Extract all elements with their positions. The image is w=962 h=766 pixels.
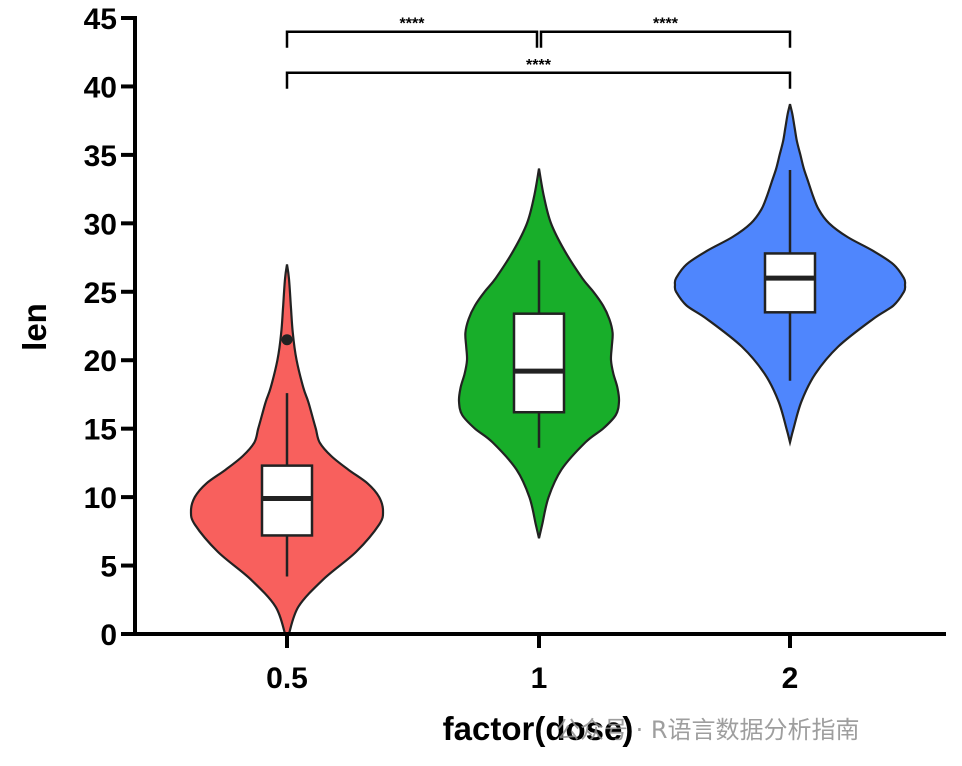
x-axis-ticks: 0.5 1 2: [266, 634, 798, 695]
significance-label: ****: [526, 57, 552, 74]
y-axis-title: len: [16, 303, 53, 351]
watermark-text: 公众号 · R语言数据分析指南: [556, 716, 860, 744]
x-axis-title: factor(dose): [443, 710, 634, 747]
y-tick-label: 5: [100, 551, 117, 584]
y-tick-label: 0: [100, 619, 117, 652]
violins-layer: [189, 103, 907, 636]
y-tick-label: 10: [84, 482, 117, 515]
significance-label: ****: [400, 16, 426, 33]
box-2: [763, 252, 817, 314]
y-tick-label: 30: [84, 208, 117, 241]
y-tick-label: 40: [84, 71, 117, 104]
outlier-point-0.5: [281, 334, 293, 346]
y-tick-label: 20: [84, 345, 117, 378]
x-tick-label: 1: [531, 662, 548, 695]
y-axis-ticks: 0 5 10 15 20 25 30 35 40 45: [84, 3, 135, 652]
significance-bracket: [539, 30, 792, 48]
significance-label: ****: [653, 16, 679, 33]
box-1: [512, 312, 566, 414]
significance-brackets: **** **** ****: [285, 16, 792, 89]
x-tick-label: 2: [782, 662, 799, 695]
y-tick-label: 25: [84, 277, 117, 310]
y-tick-label: 35: [84, 140, 117, 173]
significance-bracket: [285, 30, 539, 48]
y-tick-label: 45: [84, 3, 117, 36]
x-tick-label: 0.5: [266, 662, 308, 695]
significance-bracket: [285, 71, 792, 89]
y-tick-label: 15: [84, 414, 117, 447]
